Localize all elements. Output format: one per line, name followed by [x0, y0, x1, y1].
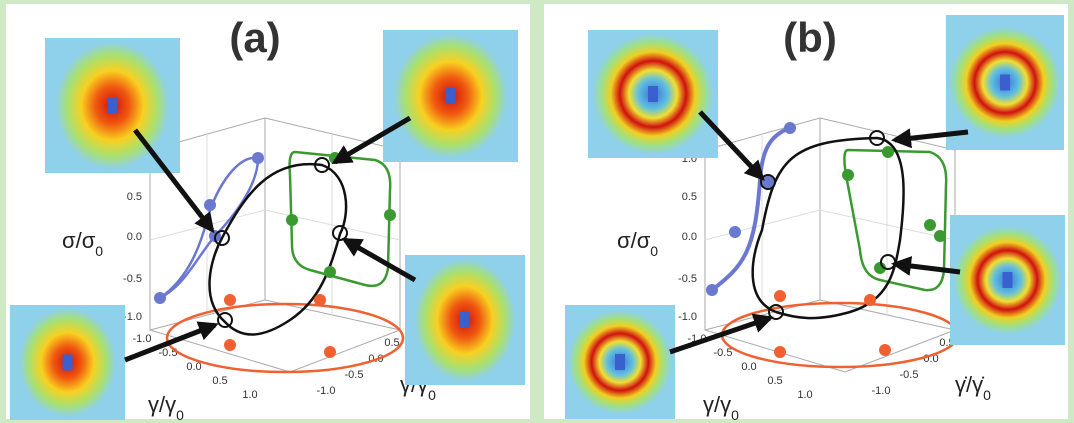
axis-label: γ/γ0	[148, 392, 184, 423]
dot	[774, 346, 786, 358]
z-tick-label: 0.5	[127, 191, 142, 203]
dot	[286, 214, 298, 226]
axis-label-main: σ/σ	[617, 228, 651, 253]
panel-label: (b)	[783, 14, 837, 61]
z-tick-label: 0.0	[127, 231, 142, 243]
marker-circle	[760, 174, 776, 190]
arrow	[331, 115, 412, 165]
axis-label-sub: 0	[983, 387, 991, 403]
z-tick-label: 0.5	[682, 191, 697, 203]
pattern-center	[1002, 272, 1013, 288]
dot	[762, 176, 774, 188]
marker-circle	[214, 230, 230, 246]
dot	[252, 152, 264, 164]
projection-curve	[710, 126, 791, 292]
panel-label: (a)	[229, 14, 280, 61]
dot	[784, 122, 796, 134]
y-tick-label: -1.0	[317, 385, 336, 397]
arrow	[124, 321, 219, 363]
axis-label-sub: 0	[428, 387, 436, 403]
y-tick-label: -0.5	[900, 369, 919, 381]
dot	[774, 290, 786, 302]
y-tick-label: 0.5	[384, 337, 399, 349]
dot	[324, 266, 336, 278]
dot	[842, 169, 854, 181]
loop-curve	[751, 136, 905, 320]
axis-label: σ/σ0	[617, 228, 658, 259]
dot	[729, 226, 741, 238]
dot	[882, 146, 894, 158]
axis-label-sub: 0	[95, 243, 103, 259]
arrow	[341, 237, 417, 283]
z-tick-label: -0.5	[123, 273, 142, 285]
y-tick-label: -0.5	[345, 369, 364, 381]
dot	[706, 284, 718, 296]
dot	[924, 219, 936, 231]
marker-circle	[768, 304, 784, 320]
dot	[934, 230, 946, 242]
y-tick-label: -1.0	[872, 385, 891, 397]
z-tick-label: -1.0	[123, 311, 142, 323]
marker-circle	[332, 225, 348, 241]
axis-label-main: γ̇/γ̇	[955, 372, 984, 397]
x-tick-label: 0.0	[186, 361, 201, 373]
dot	[384, 209, 396, 221]
arrow	[891, 128, 969, 149]
axis-label-sub: 0	[176, 407, 184, 423]
pattern-center	[445, 88, 456, 104]
axis-label: σ/σ0	[62, 228, 103, 259]
axis-label-main: γ/γ	[703, 392, 731, 417]
dot	[864, 294, 876, 306]
pattern-center	[62, 354, 73, 371]
marker-circle	[217, 312, 233, 328]
x-tick-label: 0.5	[767, 375, 782, 387]
dot	[314, 294, 326, 306]
axis-label-main: γ/γ	[148, 392, 176, 417]
dot	[204, 199, 216, 211]
dot	[874, 262, 886, 274]
x-tick-label: -1.0	[133, 333, 152, 345]
loop-curve	[208, 162, 348, 336]
marker-circle	[314, 157, 330, 173]
axis-label-sub: 0	[650, 243, 658, 259]
arrow	[891, 256, 961, 276]
pattern-center	[1000, 74, 1010, 91]
arrow	[133, 128, 215, 234]
z-tick-label: -1.0	[678, 311, 697, 323]
pattern-center	[460, 312, 470, 328]
x-tick-label: 0.5	[212, 375, 227, 387]
dot	[224, 294, 236, 306]
pattern-center	[107, 97, 118, 114]
axis-label: γ̇/γ̇0	[955, 372, 991, 403]
arrow	[698, 110, 765, 181]
projection-curve	[165, 302, 405, 374]
axis-label: γ/γ0	[703, 392, 739, 423]
z-tick-label: -0.5	[678, 273, 697, 285]
dot	[224, 339, 236, 351]
axis-label-sub: 0	[731, 407, 739, 423]
marker-circle	[869, 130, 885, 146]
x-tick-label: 1.0	[797, 389, 812, 401]
x-tick-label: -0.5	[714, 347, 733, 359]
projection-curve	[843, 148, 948, 292]
x-tick-label: 1.0	[242, 389, 257, 401]
arrow	[669, 313, 774, 355]
axis-label-main: σ/σ	[62, 228, 96, 253]
x-tick-label: 0.0	[741, 361, 756, 373]
dot	[154, 292, 166, 304]
z-tick-label: 0.0	[682, 231, 697, 243]
dot	[879, 344, 891, 356]
pattern-center	[648, 86, 658, 102]
dot	[324, 346, 336, 358]
pattern-center	[615, 354, 625, 370]
